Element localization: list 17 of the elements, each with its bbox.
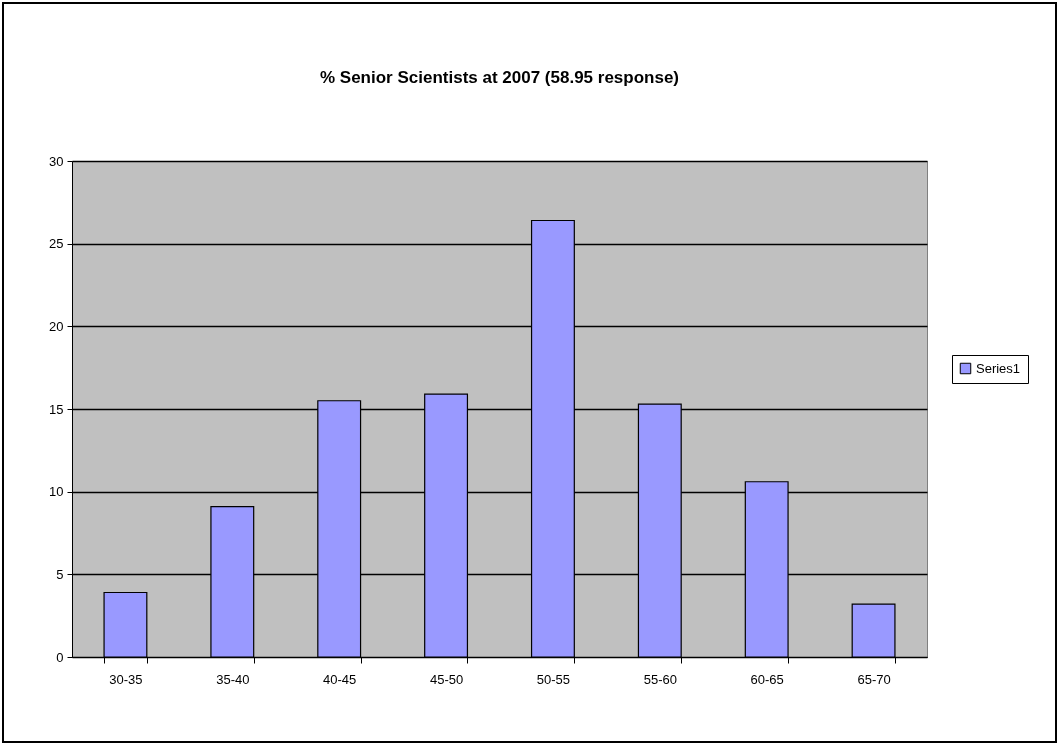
x-tick-label: 60-65 — [750, 671, 784, 687]
x-tick-label: 35-40 — [216, 671, 250, 687]
y-tick-label: 15 — [49, 401, 64, 417]
x-tick-label: 65-70 — [857, 671, 891, 687]
x-tick-label: 40-45 — [323, 671, 357, 687]
x-tick-label: 55-60 — [643, 671, 677, 687]
y-tick-label: 0 — [56, 649, 64, 665]
y-tick-label: 10 — [49, 484, 64, 500]
y-tick-label: 20 — [49, 318, 64, 334]
chart-title: % Senior Scientists at 2007 (58.95 response) — [319, 68, 680, 87]
y-tick-label: 25 — [49, 236, 64, 252]
y-tick-label: 5 — [56, 566, 64, 582]
x-tick-label: 50-55 — [536, 671, 571, 687]
x-tick-label: 45-50 — [429, 671, 464, 687]
x-tick-label: 30-35 — [109, 671, 143, 687]
legend-label: Series1 — [976, 360, 1021, 376]
y-tick-label: 30 — [49, 153, 64, 169]
